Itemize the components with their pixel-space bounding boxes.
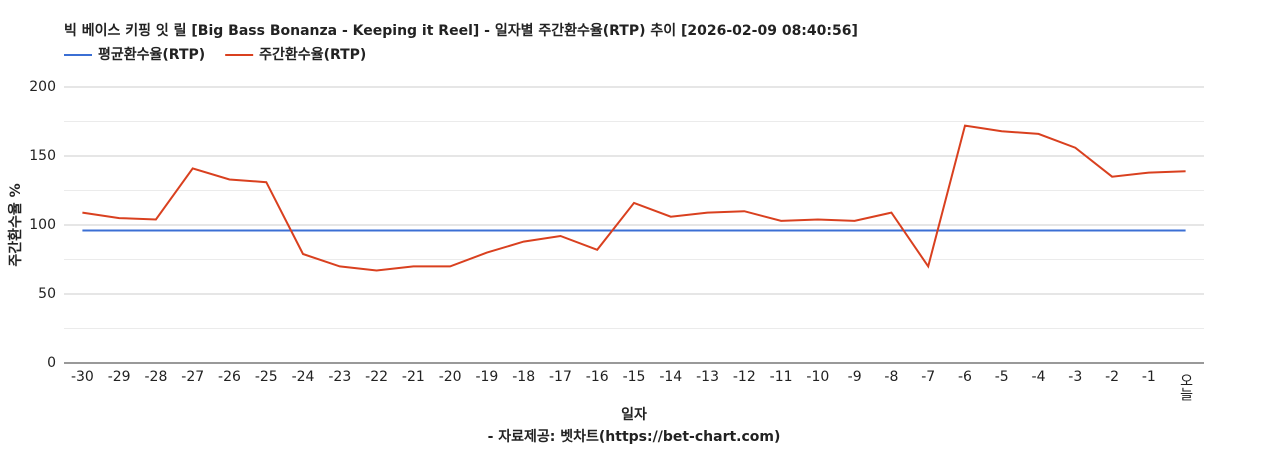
footer: - 자료제공: 벳차트(https://bet-chart.com)	[488, 428, 781, 445]
x-tick-label: -26	[218, 369, 241, 385]
x-tick-label: -1	[1142, 369, 1156, 385]
y-tick-label: 150	[29, 148, 56, 164]
x-tick-label: -13	[696, 369, 719, 385]
x-tick-label: -24	[292, 369, 315, 385]
x-tick-label: -21	[402, 369, 425, 385]
y-tick-label: 50	[38, 286, 56, 302]
x-tick-label: -14	[659, 369, 682, 385]
x-tick-label: -12	[733, 369, 756, 385]
y-tick-label: 200	[29, 79, 56, 95]
x-tick-label: -3	[1068, 369, 1082, 385]
x-tick-label: -27	[181, 369, 204, 385]
x-tick-label: -17	[549, 369, 572, 385]
x-tick-label: -30	[71, 369, 94, 385]
y-tick-label: 100	[29, 217, 56, 233]
y-axis-title: 주간환수율 %	[7, 183, 24, 266]
chart-title: 빅 베이스 키핑 잇 릴 [Big Bass Bonanza - Keeping…	[64, 22, 858, 39]
series-line	[82, 124, 1186, 272]
y-tick-label: 0	[47, 355, 56, 371]
x-tick-label: -9	[848, 369, 862, 385]
x-tick-label: -19	[475, 369, 498, 385]
x-tick-label: -2	[1105, 369, 1119, 385]
x-tick-label: -22	[365, 369, 388, 385]
x-tick-label: -25	[255, 369, 278, 385]
x-tick-label: -18	[512, 369, 535, 385]
x-axis-title: 일자	[621, 407, 647, 423]
x-tick-label: -15	[623, 369, 646, 385]
x-tick-label: 오늘	[1178, 373, 1194, 401]
x-tick-label: -23	[328, 369, 351, 385]
x-tick-label: -4	[1032, 369, 1046, 385]
legend-label: 주간환수율(RTP)	[259, 46, 366, 63]
x-tick-label: -20	[439, 369, 462, 385]
x-tick-label: -29	[108, 369, 131, 385]
x-tick-label: -8	[884, 369, 898, 385]
x-tick-label: -5	[995, 369, 1009, 385]
legend-label: 평균환수율(RTP)	[98, 46, 205, 63]
x-tick-label: -6	[958, 369, 972, 385]
x-tick-label: -7	[921, 369, 935, 385]
x-tick-label: -16	[586, 369, 609, 385]
x-tick-label: -11	[770, 369, 793, 385]
x-tick-label: -10	[806, 369, 829, 385]
x-tick-label: -28	[144, 369, 167, 385]
